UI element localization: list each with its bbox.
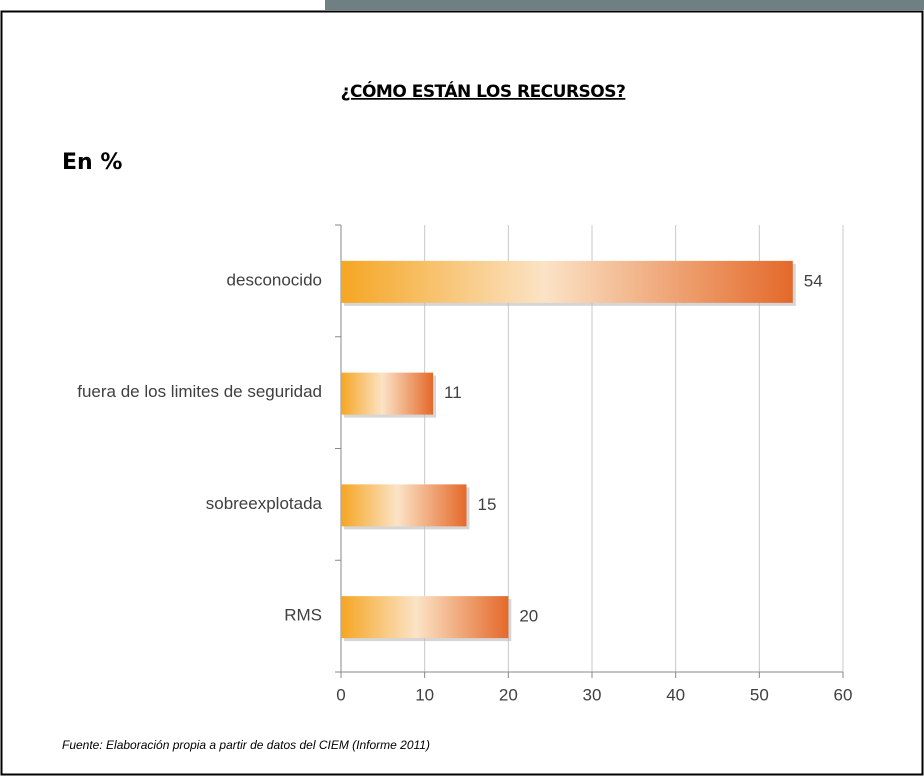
x-tick-label: 40 [666, 685, 685, 704]
x-tick-label: 30 [583, 685, 602, 704]
x-tick-label: 20 [499, 685, 518, 704]
source-note: Fuente: Elaboración propia a partir de d… [62, 738, 430, 752]
bar [341, 372, 434, 415]
y-tick-label: sobreexplotada [206, 494, 323, 513]
x-tick-label: 50 [750, 685, 769, 704]
chart-subtitle: En % [62, 150, 122, 175]
value-label: 54 [804, 271, 823, 290]
frame [0, 10, 924, 776]
x-tick-label: 0 [336, 685, 345, 704]
x-tick-label: 10 [415, 685, 434, 704]
top-image-strip [325, 0, 924, 10]
x-tick-label: 60 [834, 685, 853, 704]
value-label: 15 [478, 495, 497, 514]
bar [341, 260, 793, 303]
y-tick-label: desconocido [227, 270, 322, 289]
chart-title: ¿CÓMO ESTÁN LOS RECURSOS? [341, 80, 626, 102]
value-label: 11 [444, 383, 462, 402]
bar [341, 596, 509, 639]
value-label: 20 [519, 607, 538, 626]
bar [341, 484, 467, 527]
y-tick-label: fuera de los limites de seguridad [77, 382, 322, 401]
y-tick-label: RMS [284, 606, 322, 625]
